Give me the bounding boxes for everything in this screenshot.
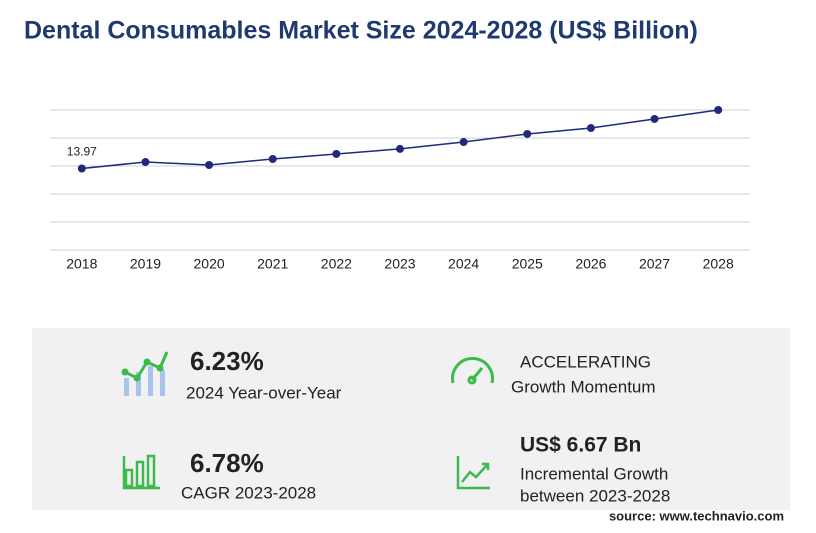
x-tick-label: 2024 — [448, 256, 479, 272]
x-tick-label: 2022 — [321, 256, 352, 272]
stat-label: 2024 Year-over-Year — [186, 383, 342, 402]
x-tick-label: 2019 — [130, 256, 161, 272]
marker — [459, 138, 468, 147]
stat-value: US$ 6.67 Bn — [520, 434, 641, 457]
marker — [650, 114, 659, 123]
x-tick-label: 2018 — [66, 256, 97, 272]
chart-title: Dental Consumables Market Size 2024-2028… — [24, 17, 698, 45]
stat-label: between 2023-2028 — [520, 486, 670, 505]
stat-value: 6.78% — [190, 448, 264, 478]
x-tick-label: 2023 — [384, 256, 415, 272]
stat-value: ACCELERATING — [520, 352, 651, 371]
icon-growth — [121, 351, 169, 396]
marker — [396, 144, 404, 153]
line — [81, 109, 719, 170]
x-tick-label: 2027 — [639, 256, 670, 272]
x-tick-label: 2028 — [703, 256, 734, 272]
stat-value: 6.23% — [190, 346, 264, 376]
data-label: 13.97 — [67, 145, 97, 159]
x-tick-label: 2025 — [512, 256, 543, 272]
icon-gauge — [451, 357, 494, 385]
icon-bars — [122, 454, 160, 490]
x-tick-label: 2026 — [575, 256, 606, 272]
marker — [586, 124, 595, 133]
plot: 2018 2019 2020 2021 2022 2023 2024 2025 2026 2027… — [50, 106, 750, 272]
stat-label: Incremental Growth — [520, 464, 668, 483]
marker — [141, 158, 150, 167]
marker — [268, 155, 277, 163]
marker — [332, 149, 341, 158]
x-tick-label: 2021 — [257, 256, 288, 272]
marker — [523, 129, 532, 138]
x-tick-label: 2020 — [194, 256, 225, 272]
stats-panel — [32, 328, 790, 510]
marker — [714, 106, 723, 114]
icon-trend — [456, 456, 490, 490]
source: source: www.technavio.com — [609, 508, 784, 523]
stat-label: Growth Momentum — [511, 377, 656, 396]
marker — [205, 161, 214, 170]
stat-label: CAGR 2023-2028 — [181, 483, 316, 502]
marker — [77, 164, 86, 173]
